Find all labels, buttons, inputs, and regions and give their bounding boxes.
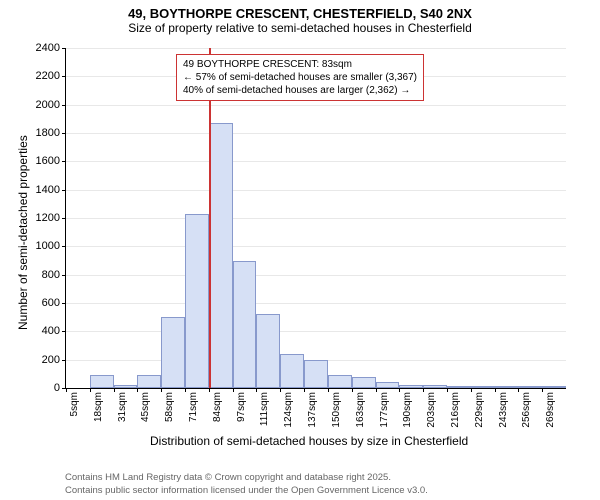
histogram-bar: [542, 386, 566, 388]
info-box-line2: ← 57% of semi-detached houses are smalle…: [183, 71, 417, 84]
x-tick-mark: [328, 388, 329, 392]
histogram-bar: [209, 123, 233, 388]
info-box-line1: 49 BOYTHORPE CRESCENT: 83sqm: [183, 58, 417, 71]
histogram-bar: [495, 386, 519, 388]
x-tick-label: 5sqm: [69, 392, 80, 416]
x-tick-mark: [352, 388, 353, 392]
x-tick-label: 190sqm: [402, 392, 413, 428]
grid-line: [66, 275, 566, 276]
grid-line: [66, 190, 566, 191]
histogram-bar: [399, 385, 423, 388]
histogram-bar: [376, 382, 400, 388]
histogram-bar: [137, 375, 161, 388]
x-tick-mark: [185, 388, 186, 392]
x-tick-mark: [256, 388, 257, 392]
x-tick-mark: [90, 388, 91, 392]
y-tick-label: 600: [42, 297, 66, 309]
x-tick-mark: [447, 388, 448, 392]
histogram-bar: [256, 314, 280, 388]
x-tick-mark: [495, 388, 496, 392]
x-tick-mark: [209, 388, 210, 392]
histogram-bar: [114, 385, 138, 388]
x-tick-mark: [399, 388, 400, 392]
chart-container: 49, BOYTHORPE CRESCENT, CHESTERFIELD, S4…: [0, 0, 600, 500]
chart-title-sub: Size of property relative to semi-detach…: [0, 21, 600, 39]
y-axis-label: Number of semi-detached properties: [16, 135, 30, 330]
grid-line: [66, 161, 566, 162]
x-tick-mark: [518, 388, 519, 392]
x-tick-label: 150sqm: [331, 392, 342, 428]
footer-attribution: Contains HM Land Registry data © Crown c…: [65, 472, 428, 497]
x-tick-label: 203sqm: [426, 392, 437, 428]
grid-line: [66, 105, 566, 106]
y-tick-label: 1600: [36, 155, 66, 167]
x-tick-mark: [423, 388, 424, 392]
histogram-bar: [423, 385, 447, 388]
x-tick-label: 163sqm: [355, 392, 366, 428]
x-tick-mark: [137, 388, 138, 392]
y-tick-label: 800: [42, 269, 66, 281]
x-tick-label: 31sqm: [117, 392, 128, 422]
x-tick-mark: [471, 388, 472, 392]
y-tick-label: 400: [42, 325, 66, 337]
x-tick-mark: [542, 388, 543, 392]
x-tick-label: 58sqm: [164, 392, 175, 422]
grid-line: [66, 246, 566, 247]
x-tick-label: 216sqm: [450, 392, 461, 428]
x-tick-label: 97sqm: [236, 392, 247, 422]
x-tick-mark: [66, 388, 67, 392]
x-tick-label: 269sqm: [545, 392, 556, 428]
x-tick-mark: [233, 388, 234, 392]
histogram-bar: [161, 317, 185, 388]
x-tick-label: 229sqm: [474, 392, 485, 428]
x-tick-mark: [304, 388, 305, 392]
x-tick-label: 18sqm: [93, 392, 104, 422]
x-tick-label: 256sqm: [521, 392, 532, 428]
x-tick-label: 84sqm: [212, 392, 223, 422]
x-tick-label: 71sqm: [188, 392, 199, 422]
x-axis-label: Distribution of semi-detached houses by …: [150, 434, 468, 448]
x-tick-label: 124sqm: [283, 392, 294, 428]
histogram-bar: [90, 375, 114, 388]
plot-area: 0200400600800100012001400160018002000220…: [65, 48, 566, 389]
chart-title-main: 49, BOYTHORPE CRESCENT, CHESTERFIELD, S4…: [0, 0, 600, 21]
x-tick-mark: [376, 388, 377, 392]
y-tick-label: 1400: [36, 184, 66, 196]
y-tick-label: 200: [42, 354, 66, 366]
grid-line: [66, 331, 566, 332]
grid-line: [66, 48, 566, 49]
y-tick-label: 1800: [36, 127, 66, 139]
y-tick-label: 1000: [36, 240, 66, 252]
grid-line: [66, 218, 566, 219]
y-tick-label: 2000: [36, 99, 66, 111]
x-tick-mark: [161, 388, 162, 392]
histogram-bar: [518, 386, 542, 388]
histogram-bar: [352, 377, 376, 388]
y-tick-label: 1200: [36, 212, 66, 224]
footer-line1: Contains HM Land Registry data © Crown c…: [65, 472, 428, 484]
x-tick-mark: [280, 388, 281, 392]
x-tick-label: 177sqm: [379, 392, 390, 428]
y-tick-label: 2200: [36, 70, 66, 82]
histogram-bar: [471, 386, 495, 388]
histogram-bar: [328, 375, 352, 388]
histogram-bar: [185, 214, 209, 388]
histogram-bar: [447, 386, 471, 388]
grid-line: [66, 133, 566, 134]
x-tick-mark: [114, 388, 115, 392]
info-box-line3: 40% of semi-detached houses are larger (…: [183, 84, 417, 97]
x-tick-label: 111sqm: [259, 392, 270, 426]
grid-line: [66, 303, 566, 304]
histogram-bar: [233, 261, 257, 389]
x-tick-label: 45sqm: [140, 392, 151, 422]
y-tick-label: 0: [54, 382, 66, 394]
x-tick-label: 243sqm: [498, 392, 509, 428]
histogram-bar: [280, 354, 304, 388]
y-tick-label: 2400: [36, 42, 66, 54]
x-tick-label: 137sqm: [307, 392, 318, 428]
footer-line2: Contains public sector information licen…: [65, 485, 428, 497]
info-box: 49 BOYTHORPE CRESCENT: 83sqm ← 57% of se…: [176, 54, 424, 101]
histogram-bar: [304, 360, 328, 388]
